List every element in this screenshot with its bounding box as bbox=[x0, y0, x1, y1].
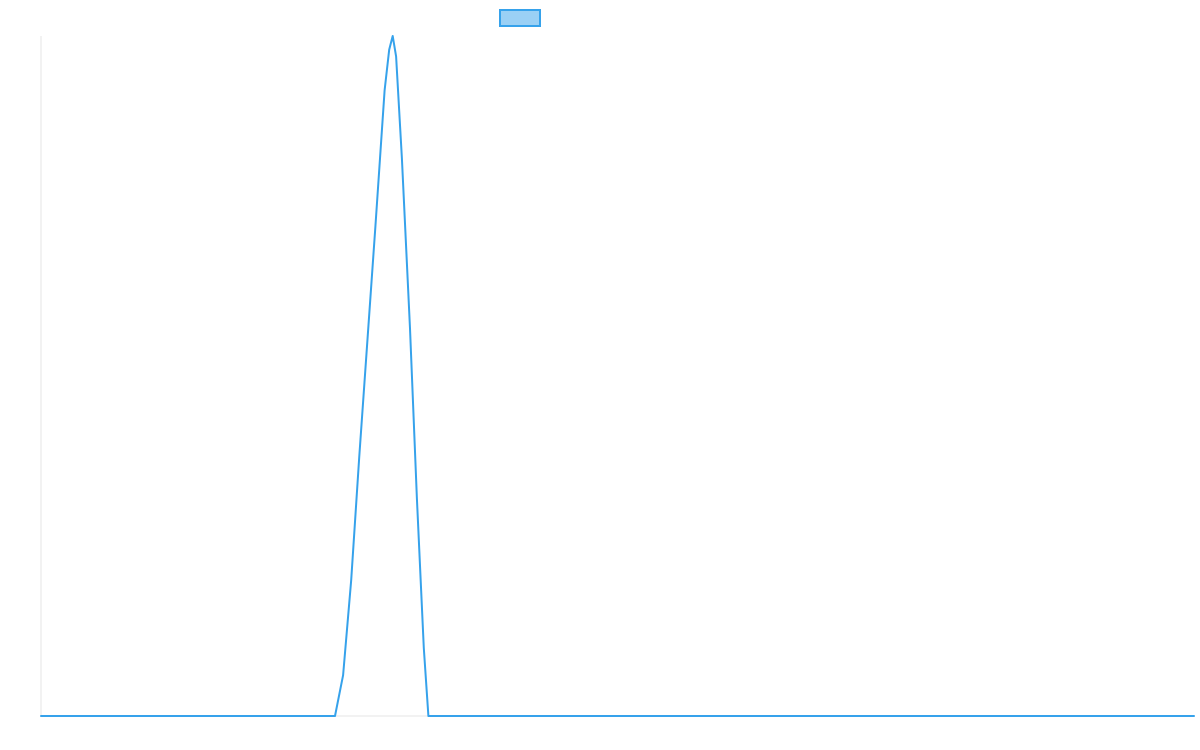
series-line-0[interactable] bbox=[40, 35, 1195, 717]
legend-entry-0[interactable] bbox=[499, 9, 541, 27]
plot-area bbox=[40, 35, 1195, 717]
legend[interactable] bbox=[499, 9, 541, 27]
legend-swatch-0[interactable] bbox=[499, 9, 541, 27]
